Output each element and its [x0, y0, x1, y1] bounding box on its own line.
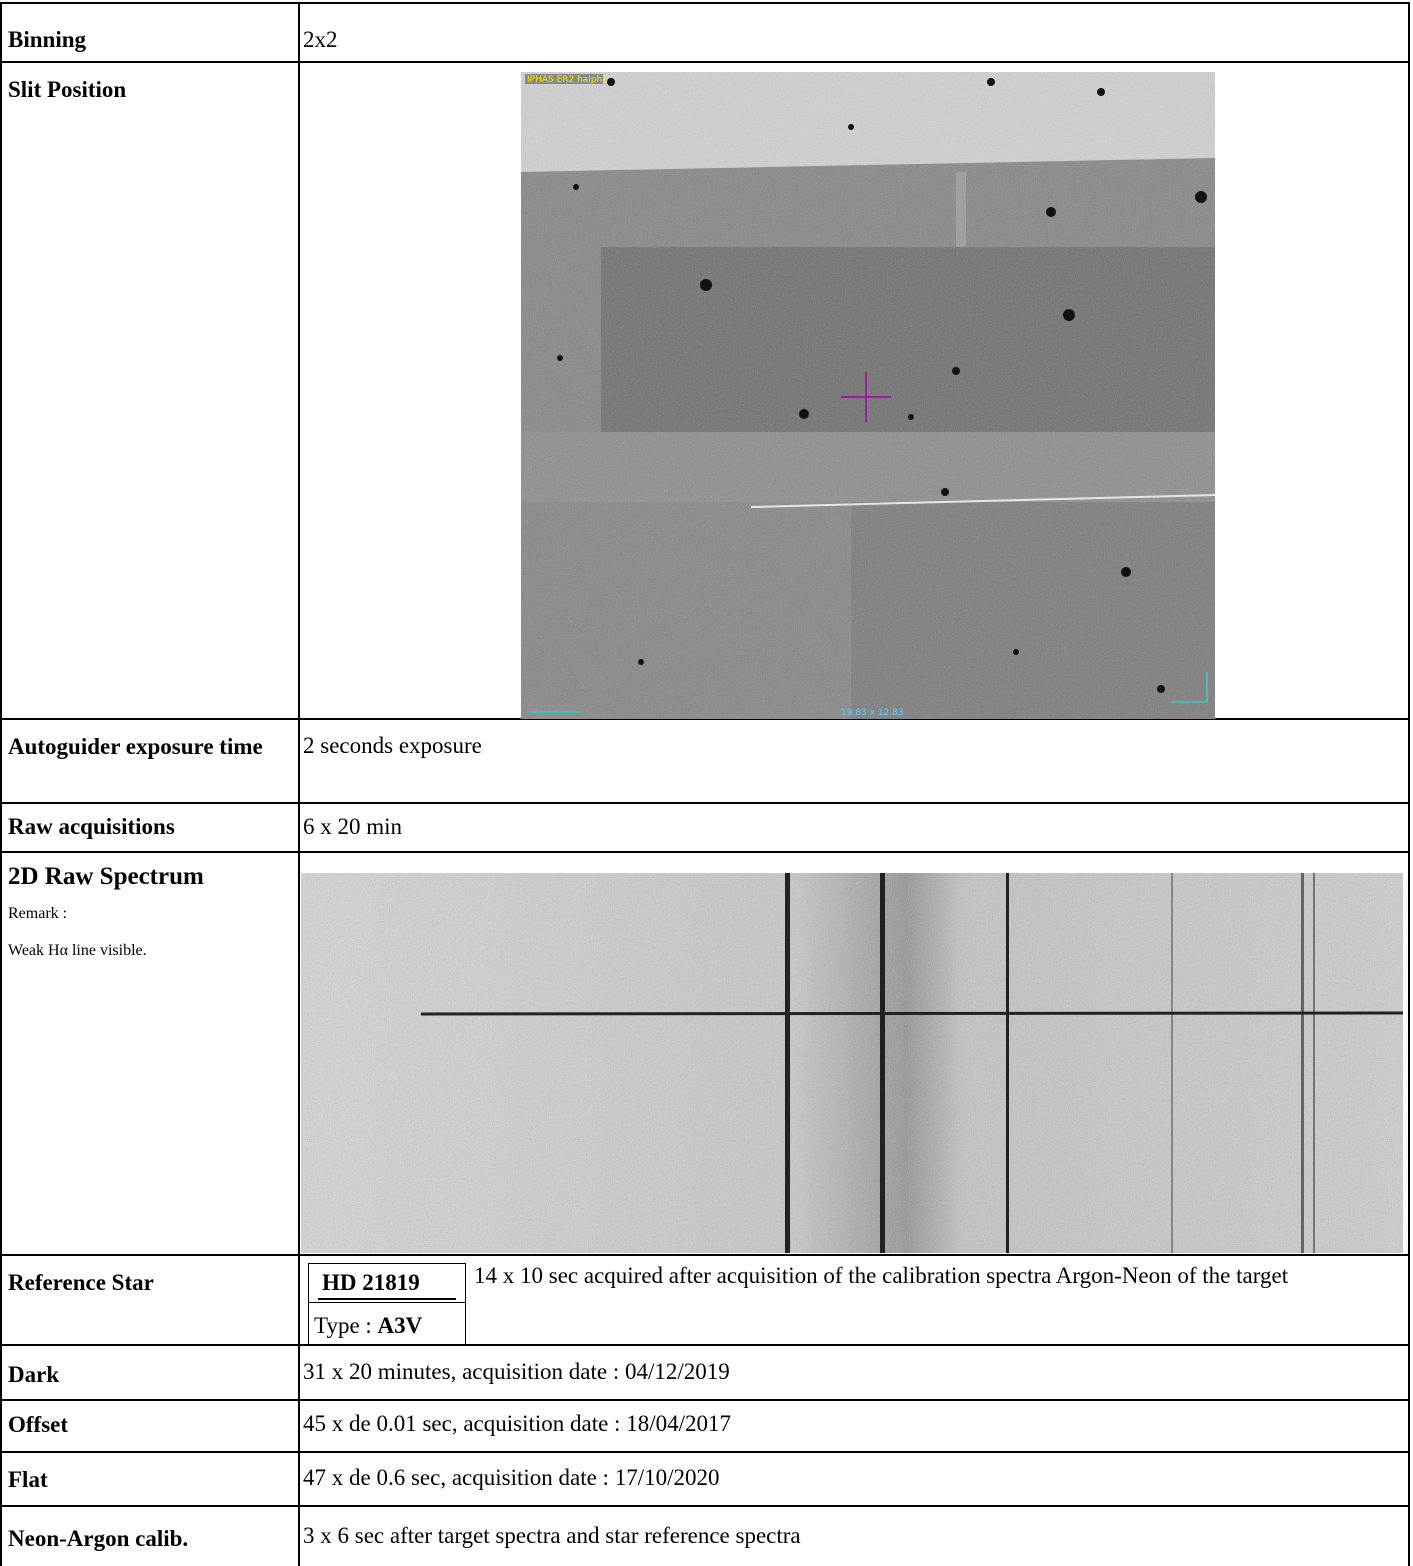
border — [1408, 2, 1410, 1566]
border — [0, 802, 1410, 804]
border — [308, 1263, 309, 1345]
type-value: A3V — [378, 1313, 423, 1338]
border — [308, 1302, 466, 1303]
row-label: Slit Position — [8, 77, 126, 103]
row-text: 45 x de 0.01 sec, acquisition date : 18/… — [303, 1411, 731, 1437]
star-name: HD 21819 — [322, 1270, 420, 1296]
remark: Weak Hα line visible. — [8, 942, 147, 960]
row-text: 31 x 20 minutes, acquisition date : 04/1… — [303, 1359, 730, 1385]
row-label: Flat — [8, 1467, 48, 1493]
border — [0, 61, 1410, 63]
border — [0, 2, 1410, 4]
row-text: 3 x 6 sec after target spectra and star … — [303, 1523, 801, 1549]
row-label: Autoguider exposure time — [8, 733, 296, 761]
row-text: 14 x 10 sec acquired after acquisition o… — [474, 1263, 1406, 1288]
border — [308, 1263, 466, 1264]
type-label: Type : — [314, 1313, 372, 1338]
border — [0, 1254, 1410, 1256]
spectrum-image — [301, 873, 1403, 1253]
row-label: 2D Raw Spectrum — [8, 863, 204, 891]
border — [0, 2, 2, 1566]
image-scale: 19.83 x 12.83 — [841, 708, 904, 718]
underline — [318, 1298, 456, 1300]
slit-image: IPHAS ER2 halpha 19.83 x 12.83 — [521, 72, 1215, 719]
row-label: Reference Star — [8, 1270, 154, 1296]
image-caption: IPHAS ER2 halpha — [527, 75, 608, 85]
border — [0, 1505, 1410, 1507]
row-label: Raw acquisitions — [8, 814, 175, 840]
row-label: Neon-Argon calib. — [8, 1526, 188, 1552]
row-text: 2x2 — [303, 27, 338, 53]
border — [298, 2, 300, 1566]
border — [0, 1451, 1410, 1453]
row-text: 47 x de 0.6 sec, acquisition date : 17/1… — [303, 1465, 719, 1491]
page: Binning 2x2 Slit Position Autoguider exp… — [0, 0, 1413, 1566]
row-text: 6 x 20 min — [303, 814, 402, 840]
row-label: Dark — [8, 1362, 59, 1388]
row-text: 2 seconds exposure — [303, 733, 482, 759]
row-label: Offset — [8, 1412, 68, 1438]
border — [0, 851, 1410, 853]
border — [0, 1344, 1410, 1346]
remark-title: Remark : — [8, 905, 67, 923]
star-type: Type : A3V — [314, 1313, 422, 1339]
border — [0, 1399, 1410, 1401]
row-label: Binning — [8, 27, 86, 53]
border — [465, 1263, 466, 1345]
